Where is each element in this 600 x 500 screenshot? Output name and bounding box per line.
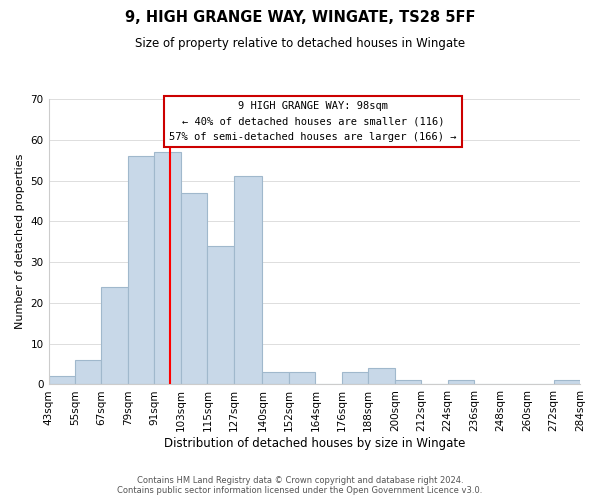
Bar (234, 176, 262, 384)
Bar (342, 372, 368, 384)
Bar (49, 376, 75, 384)
Bar (181, 193, 208, 384)
Text: Size of property relative to detached houses in Wingate: Size of property relative to detached ho… (135, 38, 465, 51)
Bar (368, 368, 395, 384)
Bar (262, 372, 289, 384)
Bar (554, 380, 580, 384)
Text: 9, HIGH GRANGE WAY, WINGATE, TS28 5FF: 9, HIGH GRANGE WAY, WINGATE, TS28 5FF (125, 10, 475, 25)
Y-axis label: Number of detached properties: Number of detached properties (15, 154, 25, 330)
X-axis label: Distribution of detached houses by size in Wingate: Distribution of detached houses by size … (164, 437, 465, 450)
Text: Contains HM Land Registry data © Crown copyright and database right 2024.: Contains HM Land Registry data © Crown c… (137, 476, 463, 485)
Bar (75, 360, 101, 384)
Bar (154, 152, 181, 384)
Bar (448, 380, 474, 384)
Bar (395, 380, 421, 384)
Bar (128, 156, 154, 384)
Bar (101, 286, 128, 384)
Text: 9 HIGH GRANGE WAY: 98sqm
← 40% of detached houses are smaller (116)
57% of semi-: 9 HIGH GRANGE WAY: 98sqm ← 40% of detach… (169, 101, 457, 142)
Bar (289, 372, 316, 384)
Bar (208, 246, 234, 384)
Text: Contains public sector information licensed under the Open Government Licence v3: Contains public sector information licen… (118, 486, 482, 495)
